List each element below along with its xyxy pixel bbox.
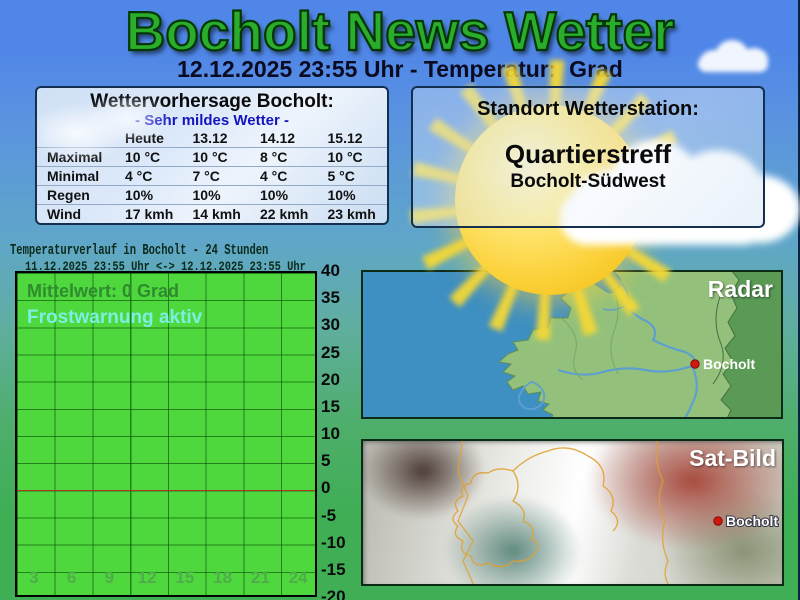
svg-text:Sat-Bild: Sat-Bild — [689, 445, 776, 471]
svg-text:Bocholt: Bocholt — [703, 356, 755, 372]
svg-text:Radar: Radar — [708, 276, 773, 302]
svg-text:Bocholt: Bocholt — [726, 513, 778, 529]
